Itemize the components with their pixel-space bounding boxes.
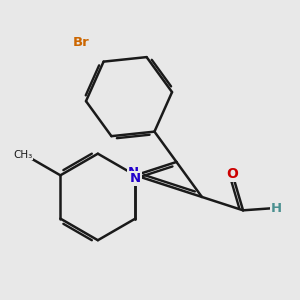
Text: H: H xyxy=(271,202,282,215)
Text: N: N xyxy=(130,172,141,185)
Text: O: O xyxy=(226,167,238,181)
Text: Br: Br xyxy=(73,36,90,49)
Text: N: N xyxy=(128,166,139,179)
Text: CH₃: CH₃ xyxy=(13,150,32,160)
